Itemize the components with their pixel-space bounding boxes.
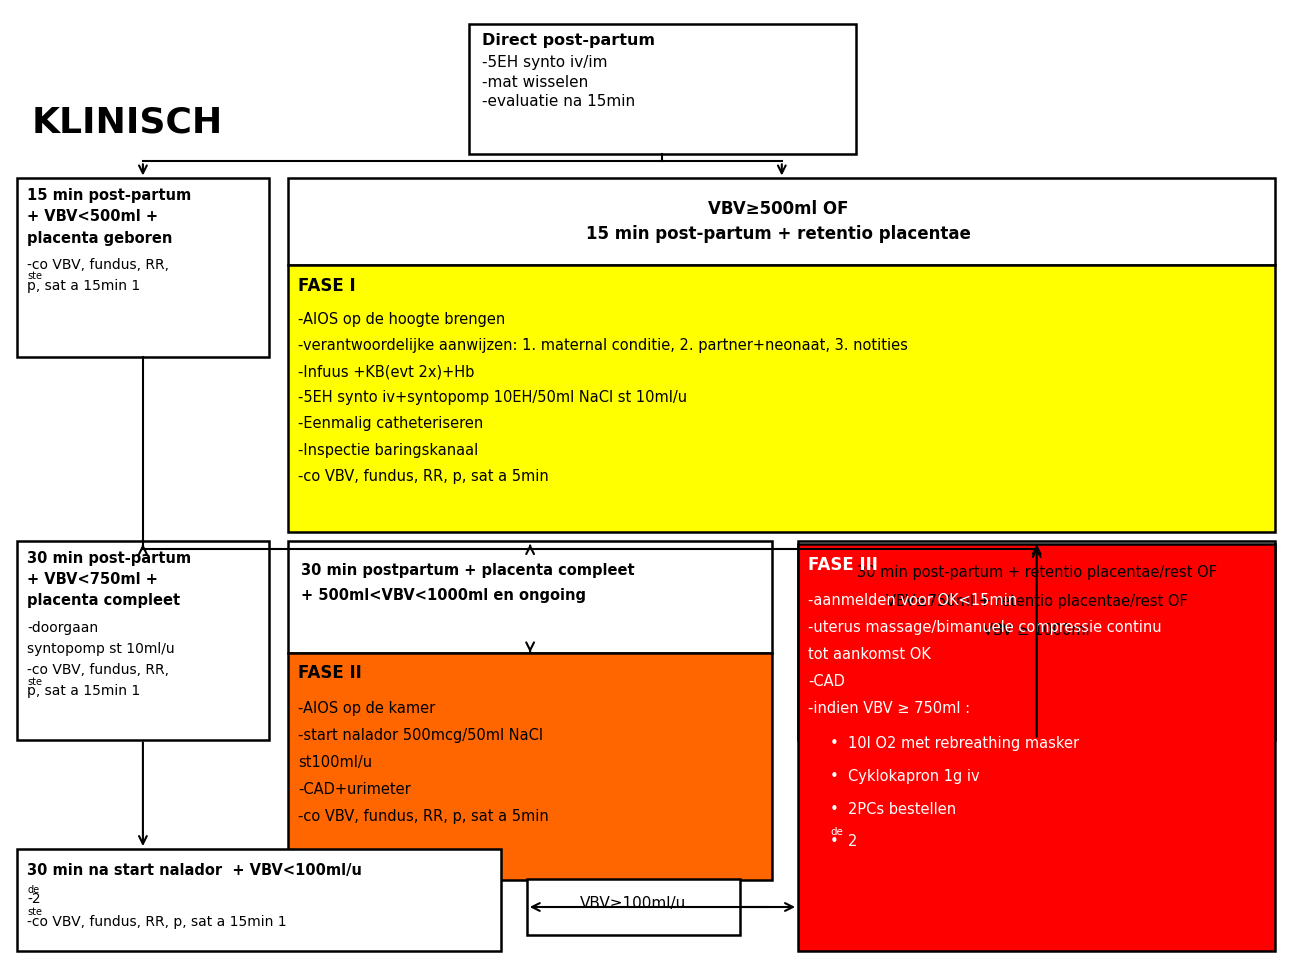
FancyBboxPatch shape	[17, 849, 501, 951]
Text: -CAD: -CAD	[808, 673, 846, 689]
Text: syntopomp st 10ml/u: syntopomp st 10ml/u	[27, 642, 175, 656]
Text: -indien VBV ≥ 750ml :: -indien VBV ≥ 750ml :	[808, 701, 970, 715]
Text: -co VBV, fundus, RR, p, sat a 5min: -co VBV, fundus, RR, p, sat a 5min	[299, 809, 549, 825]
Text: + VBV<500ml +: + VBV<500ml +	[27, 209, 158, 224]
Text: •  2: • 2	[830, 834, 857, 849]
FancyBboxPatch shape	[469, 23, 856, 154]
Text: de: de	[830, 827, 843, 836]
FancyBboxPatch shape	[288, 179, 1276, 265]
FancyBboxPatch shape	[17, 179, 269, 357]
Text: VBV≥100ml/u: VBV≥100ml/u	[579, 896, 686, 912]
Text: st100ml/u: st100ml/u	[299, 755, 373, 770]
Text: placenta geboren: placenta geboren	[27, 230, 173, 246]
Text: -AIOS op de kamer: -AIOS op de kamer	[299, 701, 435, 715]
Text: VBV≥750ml + retentio placentae/rest OF: VBV≥750ml + retentio placentae/rest OF	[886, 594, 1187, 609]
Text: 30 min post-partum + retentio placentae/rest OF: 30 min post-partum + retentio placentae/…	[857, 565, 1217, 581]
FancyBboxPatch shape	[798, 542, 1276, 740]
Text: •  10l O2 met rebreathing masker: • 10l O2 met rebreathing masker	[830, 736, 1079, 751]
Text: -co VBV, fundus, RR,: -co VBV, fundus, RR,	[27, 663, 169, 677]
Text: -verantwoordelijke aanwijzen: 1. maternal conditie, 2. partner+neonaat, 3. notit: -verantwoordelijke aanwijzen: 1. materna…	[299, 338, 908, 353]
Text: -5EH synto iv+syntopomp 10EH/50ml NaCl st 10ml/u: -5EH synto iv+syntopomp 10EH/50ml NaCl s…	[299, 390, 687, 405]
Text: •  Cyklokapron 1g iv: • Cyklokapron 1g iv	[830, 769, 979, 784]
Text: -uterus massage/bimanuele compressie continu: -uterus massage/bimanuele compressie con…	[808, 620, 1161, 634]
Text: placenta compleet: placenta compleet	[27, 593, 181, 608]
Text: -Inspectie baringskanaal: -Inspectie baringskanaal	[299, 442, 479, 458]
Text: -AIOS op de hoogte brengen: -AIOS op de hoogte brengen	[299, 312, 505, 327]
Text: FASE II: FASE II	[299, 664, 362, 682]
FancyBboxPatch shape	[798, 545, 1276, 951]
Text: VBV≥500ml OF: VBV≥500ml OF	[708, 200, 848, 218]
FancyBboxPatch shape	[288, 265, 1276, 532]
Text: -co VBV, fundus, RR, p, sat a 5min: -co VBV, fundus, RR, p, sat a 5min	[299, 468, 549, 484]
Text: -Eenmalig catheteriseren: -Eenmalig catheteriseren	[299, 417, 483, 431]
Text: tot aankomst OK: tot aankomst OK	[808, 647, 931, 662]
Text: -aanmelden voor OK<15min: -aanmelden voor OK<15min	[808, 592, 1017, 607]
Text: -5EH synto iv/im: -5EH synto iv/im	[482, 56, 607, 70]
Text: ste: ste	[27, 271, 43, 281]
Text: -CAD+urimeter: -CAD+urimeter	[299, 782, 412, 797]
Text: -start nalador 500mcg/50ml NaCl: -start nalador 500mcg/50ml NaCl	[299, 728, 543, 743]
Text: -evaluatie na 15min: -evaluatie na 15min	[482, 94, 635, 109]
FancyBboxPatch shape	[17, 542, 269, 740]
FancyBboxPatch shape	[288, 542, 772, 653]
Text: -Infuus +KB(evt 2x)+Hb: -Infuus +KB(evt 2x)+Hb	[299, 364, 475, 379]
Text: 30 min postpartum + placenta compleet: 30 min postpartum + placenta compleet	[301, 562, 635, 578]
Text: KLINISCH: KLINISCH	[31, 105, 222, 140]
Text: p, sat a 15min 1: p, sat a 15min 1	[27, 279, 140, 293]
Text: Direct post-partum: Direct post-partum	[482, 33, 655, 48]
Text: •  2PCs bestellen: • 2PCs bestellen	[830, 801, 956, 817]
Text: 30 min na start nalador  + VBV<100ml/u: 30 min na start nalador + VBV<100ml/u	[27, 864, 362, 878]
Text: de: de	[27, 884, 39, 895]
Text: + 500ml<VBV<1000ml en ongoing: + 500ml<VBV<1000ml en ongoing	[301, 588, 586, 602]
Text: -2: -2	[27, 892, 42, 907]
Text: 15 min post-partum + retentio placentae: 15 min post-partum + retentio placentae	[586, 224, 972, 243]
Text: FASE III: FASE III	[808, 555, 878, 574]
Text: FASE I: FASE I	[299, 277, 356, 295]
Text: -co VBV, fundus, RR, p, sat a 15min 1: -co VBV, fundus, RR, p, sat a 15min 1	[27, 915, 287, 929]
FancyBboxPatch shape	[527, 879, 740, 935]
Text: 30 min post-partum: 30 min post-partum	[27, 550, 191, 566]
Text: -mat wisselen: -mat wisselen	[482, 75, 588, 90]
Text: 15 min post-partum: 15 min post-partum	[27, 188, 192, 203]
Text: VBV ≥ 1000ml: VBV ≥ 1000ml	[983, 624, 1090, 638]
FancyBboxPatch shape	[288, 653, 772, 880]
Text: ste: ste	[27, 907, 43, 917]
Text: -doorgaan: -doorgaan	[27, 621, 99, 634]
Text: + VBV<750ml +: + VBV<750ml +	[27, 572, 158, 588]
Text: -co VBV, fundus, RR,: -co VBV, fundus, RR,	[27, 258, 169, 271]
Text: ste: ste	[27, 676, 43, 687]
Text: p, sat a 15min 1: p, sat a 15min 1	[27, 684, 140, 699]
